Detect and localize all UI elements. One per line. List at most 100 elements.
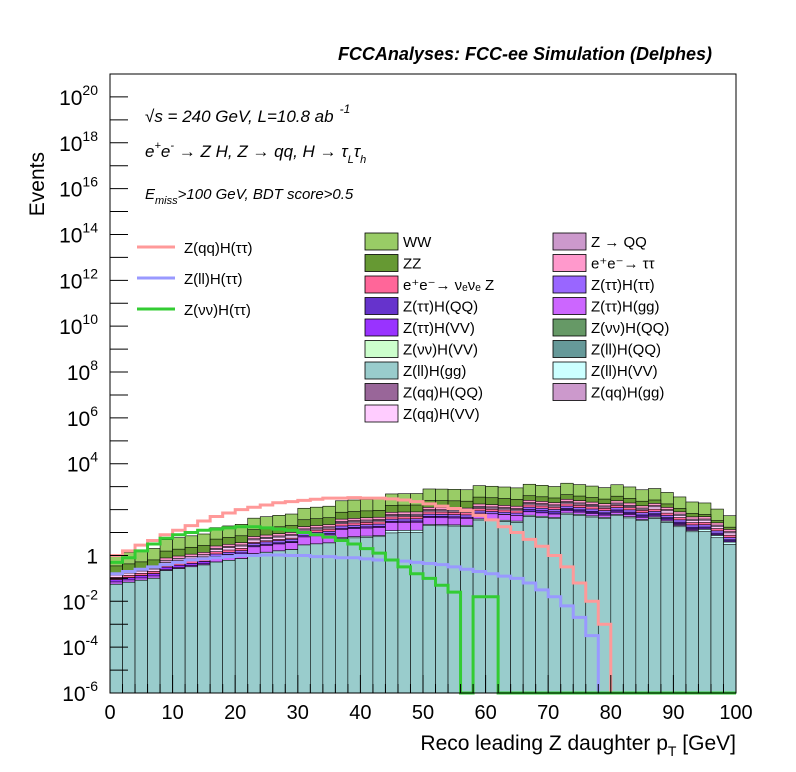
legend-label-z-h: Z(ττ)H(ττ) <box>591 277 655 294</box>
stack-bar-z-ll-h-gg-bin-23 <box>397 532 411 694</box>
y-tick-label: 10-2 <box>62 586 98 614</box>
stack-bar-z-ll-h-gg-bin-24 <box>410 532 424 694</box>
stack-bar-z-ll-h-gg-bin-25 <box>422 525 436 694</box>
stack-bar-z-ll-h-gg-bin-37 <box>572 515 587 694</box>
x-axis-label-sub: T <box>668 743 677 759</box>
x-tick-label: 100 <box>719 702 752 724</box>
legend-swatch-z-h <box>552 275 587 294</box>
stack-bar-z-ll-h-gg-bin-8 <box>209 561 223 694</box>
x-tick-label: 30 <box>287 702 309 724</box>
legend-swatch-z-h-qq <box>552 318 587 337</box>
legend-label-z-ll-h-vv: Z(ll)H(VV) <box>591 363 658 380</box>
stack-bar-z-ll-h-gg-bin-7 <box>197 564 211 694</box>
legend-label-z-qq-h: Z(qq)H(ττ) <box>184 240 253 257</box>
legend-label-z-h-vv: Z(νν)H(VV) <box>403 342 478 359</box>
annotation-line3: Emiss>100 GeV, BDT score>0.5 <box>145 186 354 207</box>
legend-swatch-z-h-vv <box>364 318 399 337</box>
stack-bar-z-ll-h-gg-bin-35 <box>547 518 562 694</box>
x-tick-label: 70 <box>537 702 559 724</box>
y-tick-label: 104 <box>67 449 98 477</box>
y-tick-label: 1018 <box>59 128 98 156</box>
legend-label-z-h: Z(νν)H(ττ) <box>184 302 251 319</box>
legend-swatch-z-qq <box>552 232 587 251</box>
y-axis-label: Events <box>26 152 49 216</box>
stack-bar-z-ll-h-gg-bin-36 <box>560 513 574 694</box>
stack-bar-z-ll-h-gg-bin-47 <box>698 531 712 694</box>
annotation-line1-sup: -1 <box>340 102 351 116</box>
annotation-line3-e: E <box>145 186 156 203</box>
stack-bar-z-ll-h-gg-bin-19 <box>347 537 361 694</box>
x-axis-label-main: Reco leading Z daughter p <box>420 732 668 755</box>
annotation-line2-sup1: + <box>154 140 161 152</box>
stack-bar-z-ll-h-gg-bin-6 <box>184 566 198 694</box>
annotation-line2-sub2: h <box>360 154 366 166</box>
x-tick-label: 60 <box>474 702 496 724</box>
annotation-line3-sub: miss <box>155 195 178 207</box>
stack-bar-z-ll-h-gg-bin-41 <box>623 517 637 694</box>
x-tick-label: 50 <box>412 702 434 724</box>
legend-swatch-z-h-qq <box>364 297 399 315</box>
stack-bar-z-ll-h-gg-bin-12 <box>259 551 274 694</box>
stack-bar-z-ll-h-gg-bin-45 <box>673 526 687 694</box>
stack-bar-z-ll-h-gg-bin-22 <box>385 532 399 694</box>
y-tick-label: 1014 <box>59 219 98 247</box>
stack-bar-z-ll-h-gg-bin-26 <box>435 525 449 694</box>
chart-header: FCCAnalyses: FCC-ee Simulation (Delphes) <box>338 44 712 64</box>
legend-label-z-ll-h: Z(ll)H(ττ) <box>184 271 243 288</box>
stack-bar-z-ll-h-gg-bin-2 <box>134 579 148 694</box>
legend-swatch-z-qq-h-qq <box>364 383 399 401</box>
stack-bar-z-ll-h-gg-bin-33 <box>522 516 536 694</box>
series-line-z-qq-h <box>110 496 736 695</box>
stack-bar-z-ll-h-gg-bin-13 <box>272 550 286 694</box>
x-tick-label: 40 <box>349 702 371 724</box>
y-tick-label: 1016 <box>59 174 98 202</box>
annotation-line2-tau: τ <box>354 142 362 161</box>
y-tick-label: 1020 <box>59 82 98 110</box>
legend-label-z-ll-h-gg: Z(ll)H(gg) <box>403 363 466 380</box>
legend-label-z-h-gg: Z(ττ)H(gg) <box>591 299 660 316</box>
annotation-line2: e+e- → Z H, Z → qq, H → τLτh <box>145 140 366 166</box>
stack-bar-z-ll-h-gg-bin-17 <box>322 542 336 694</box>
stack-bar-z-ll-h-gg-bin-32 <box>510 521 524 694</box>
stack-bar-z-ll-h-gg-bin-27 <box>447 525 461 694</box>
y-tick-label: 1012 <box>59 265 98 293</box>
stack-bar-z-ll-h-gg-bin-30 <box>485 520 499 694</box>
stack-bar-z-ll-h-gg-bin-29 <box>472 519 486 694</box>
y-tick-label: 1010 <box>59 311 98 339</box>
stack-bar-z-ll-h-gg-bin-3 <box>147 577 161 694</box>
legend: Z(qq)H(ττ) Z(ll)H(ττ) Z(νν)H(ττ) WW Z → QQ ZZ… <box>137 232 669 423</box>
annotation-line1-text: √s = 240 GeV, L=10.8 ab <box>145 107 334 126</box>
y-tick-label: 106 <box>67 403 98 431</box>
y-tick-label-one: 1 <box>86 545 98 568</box>
legend-label-e-e: e⁺e⁻→ ττ <box>591 256 655 273</box>
legend-label-z-h-qq: Z(νν)H(QQ) <box>591 320 669 337</box>
legend-label-z-qq: Z → QQ <box>591 234 647 251</box>
stack-bar-z-ll-h-gg-bin-10 <box>234 558 249 694</box>
annotation-line2-sub1: L <box>348 154 354 166</box>
x-axis-label: Reco leading Z daughter pT [GeV] <box>420 732 736 759</box>
stack-bar-z-ll-h-gg-bin-43 <box>648 518 662 694</box>
x-tick-label: 10 <box>161 702 183 724</box>
stack-bar-z-ll-h-gg-bin-16 <box>310 543 324 694</box>
legend-swatch-z-h-gg <box>552 297 587 315</box>
x-tick-label: 20 <box>224 702 246 724</box>
y-tick-label: 108 <box>67 357 98 385</box>
legend-label-ww: WW <box>403 234 432 251</box>
legend-label-z-qq-h-vv: Z(qq)H(VV) <box>403 406 480 423</box>
legend-label-z-h-vv: Z(ττ)H(VV) <box>403 320 475 337</box>
stack-bar-z-ll-h-gg-bin-48 <box>710 537 724 694</box>
annotation-line2-e2: e <box>161 142 170 161</box>
stack-bar-z-ll-h-gg-bin-20 <box>360 536 374 694</box>
stack-bar-z-ll-h-gg-bin-42 <box>635 520 649 694</box>
stack-bar-z-ll-h-gg-bin-40 <box>610 515 624 694</box>
series-line-z-ll-h <box>110 553 736 695</box>
annotation-line2-sup2: - <box>170 140 174 152</box>
stack-bar-z-ll-h-gg-bin-11 <box>247 553 261 694</box>
y-tick-label: 10-6 <box>62 678 98 706</box>
stack-bar-z-ll-h-gg-bin-38 <box>585 516 599 694</box>
annotation-line2-text: → Z H, Z → qq, H → τ <box>174 142 349 161</box>
stack-bar-z-ll-h-gg-bin-15 <box>297 544 311 694</box>
legend-label-z-h-qq: Z(ττ)H(QQ) <box>403 299 478 316</box>
y-tick-label: 10-4 <box>62 632 98 660</box>
